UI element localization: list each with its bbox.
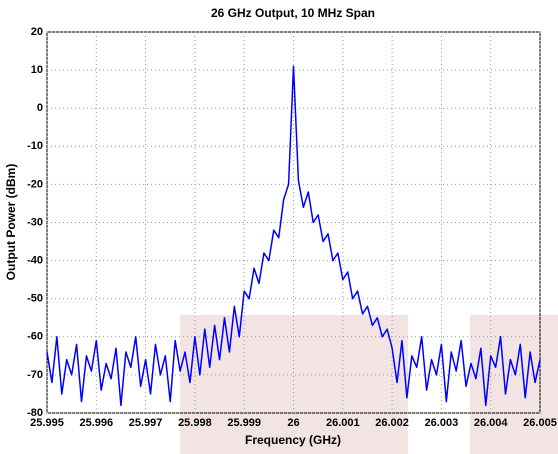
y-tick-label: 10 — [31, 64, 43, 76]
y-tick-label: -30 — [27, 216, 43, 228]
y-tick-label: -40 — [27, 255, 43, 267]
y-tick-label: 0 — [37, 102, 43, 114]
x-tick-label: 26.005 — [523, 417, 557, 429]
x-tick-label: 25.995 — [30, 417, 64, 429]
y-tick-label: -10 — [27, 140, 43, 152]
x-axis-label: Frequency (GHz) — [245, 433, 341, 447]
y-tick-label: -80 — [27, 407, 43, 419]
x-tick-label: 25.997 — [129, 417, 163, 429]
y-tick-label: -50 — [27, 293, 43, 305]
x-tick-label: 26 — [287, 417, 299, 429]
y-axis-label: Output Power (dBm) — [4, 164, 18, 281]
highlight-region — [470, 315, 558, 454]
y-tick-label: -20 — [27, 178, 43, 190]
x-tick-label: 26.004 — [474, 417, 509, 429]
x-tick-label: 26.001 — [326, 417, 360, 429]
x-tick-label: 26.002 — [375, 417, 409, 429]
x-tick-label: 25.998 — [178, 417, 212, 429]
y-tick-label: 20 — [31, 26, 43, 38]
x-tick-label: 26.003 — [425, 417, 459, 429]
y-tick-label: -60 — [27, 331, 43, 343]
x-tick-label: 25.999 — [227, 417, 261, 429]
y-tick-label: -70 — [27, 369, 43, 381]
x-tick-label: 25.996 — [79, 417, 113, 429]
spectrum-line — [46, 65, 541, 407]
chart-title: 26 GHz Output, 10 MHz Span — [211, 6, 375, 20]
